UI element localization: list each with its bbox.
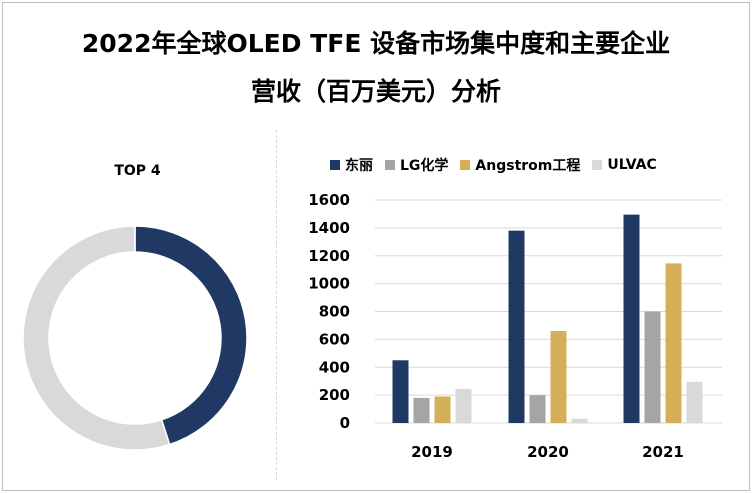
donut-title: TOP 4 (114, 163, 161, 179)
bar (571, 418, 588, 423)
bar (550, 331, 567, 423)
legend-item: ULVAC (592, 155, 657, 175)
legend-label: ULVAC (607, 157, 657, 173)
y-tick-label: 1000 (308, 275, 350, 293)
y-tick-label: 1200 (308, 247, 350, 265)
y-tick-label: 200 (319, 386, 350, 404)
bar (686, 381, 703, 423)
x-tick-label: 2021 (642, 443, 684, 461)
bar (508, 230, 525, 423)
legend-item: 东丽 (330, 155, 373, 175)
y-tick-label: 0 (340, 414, 350, 432)
bar (623, 214, 640, 423)
legend-label: 东丽 (345, 158, 373, 174)
donut-slice (134, 225, 248, 446)
legend-swatch (592, 160, 603, 170)
x-tick-label: 2020 (527, 443, 569, 461)
legend-item: Angstrom工程 (460, 155, 580, 175)
legend-swatch (330, 160, 340, 170)
bar (644, 311, 661, 423)
donut-slice (22, 225, 171, 451)
title-line-1: 2022年全球OLED TFE 设备市场集中度和主要企业 (81, 29, 671, 58)
divider (276, 130, 277, 480)
x-tick-label: 2019 (411, 443, 453, 461)
y-tick-label: 1600 (308, 191, 350, 209)
y-tick-label: 400 (319, 358, 350, 376)
bar (434, 396, 451, 423)
legend-label: Angstrom工程 (475, 158, 581, 174)
y-tick-label: 1400 (308, 219, 350, 237)
legend-item: LG化学 (385, 155, 448, 175)
legend-swatch (460, 160, 471, 170)
y-tick-label: 800 (319, 303, 350, 321)
bar (413, 397, 430, 423)
y-tick-label: 600 (319, 330, 350, 348)
legend: 东丽 LG化学 Angstrom工程 ULVAC (330, 155, 657, 175)
title-line-2: 营收（百万美元）分析 (250, 77, 501, 106)
legend-label: LG化学 (400, 158, 449, 174)
bar (665, 263, 682, 423)
bar (392, 360, 409, 423)
bar (455, 388, 472, 423)
legend-swatch (385, 160, 395, 170)
bar (529, 395, 546, 423)
